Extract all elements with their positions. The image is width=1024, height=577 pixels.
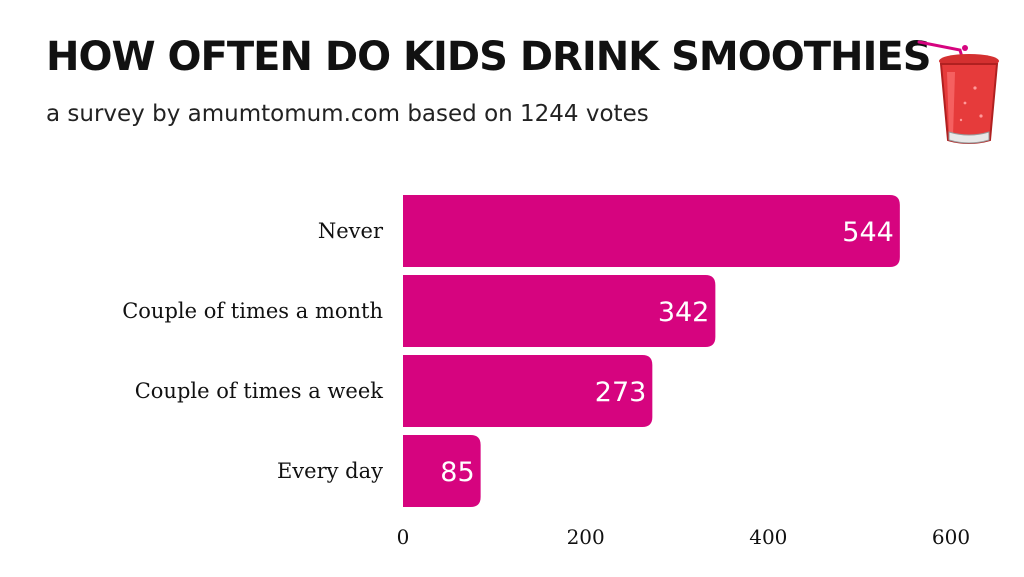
x-tick-label: 0 — [397, 525, 410, 549]
bar-0 — [403, 195, 900, 267]
x-tick-label: 600 — [932, 525, 970, 549]
category-label: Couple of times a week — [135, 379, 384, 403]
bar-2 — [403, 355, 653, 427]
category-label: Every day — [277, 459, 383, 483]
x-tick-label: 400 — [749, 525, 787, 549]
x-tick-label: 200 — [567, 525, 605, 549]
category-label: Never — [318, 219, 384, 243]
smoothie-cup-icon — [917, 40, 999, 144]
value-label: 342 — [658, 297, 710, 328]
value-label: 85 — [440, 457, 474, 488]
bar-3 — [403, 435, 481, 507]
bar-1 — [403, 275, 716, 347]
chart-subtitle: a survey by amumtomum.com based on 1244 … — [46, 101, 649, 127]
value-label: 544 — [842, 217, 894, 248]
category-label: Couple of times a month — [122, 299, 383, 323]
chart-title: HOW OFTEN DO KIDS DRINK SMOOTHIES — [46, 34, 931, 80]
value-label: 273 — [595, 377, 647, 408]
